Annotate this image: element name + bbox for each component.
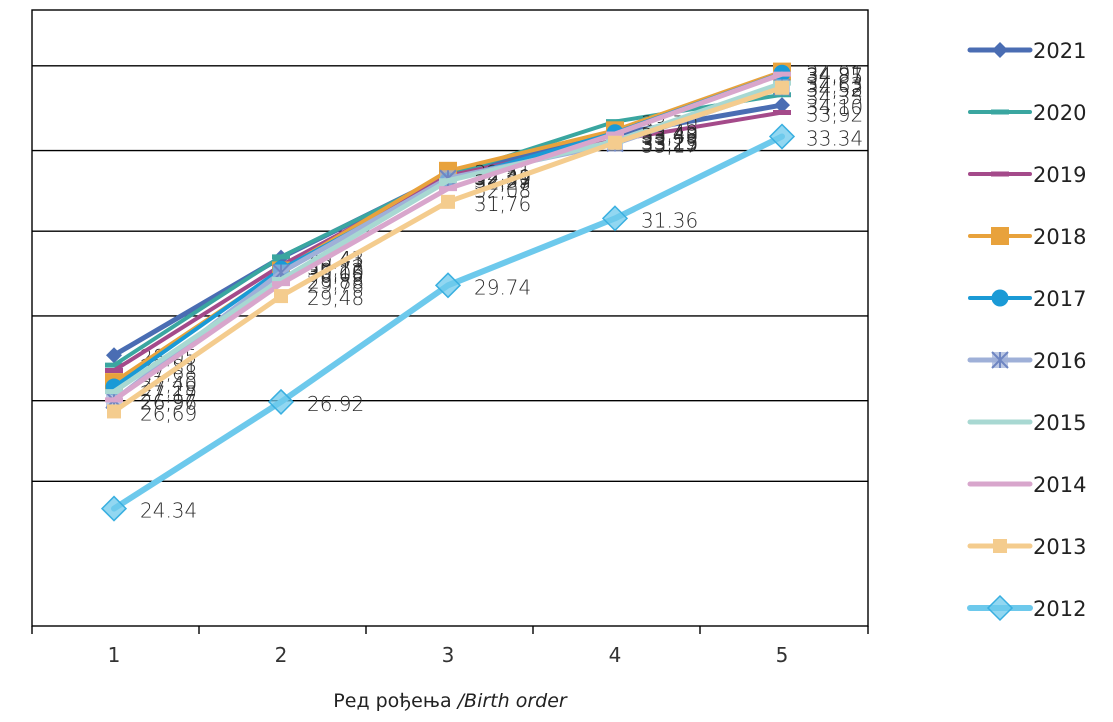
point-2021-5 [774,97,790,114]
data-label-2016-5: 34,53 [806,77,863,101]
data-label-2014-5: 34,85 [806,64,863,88]
data-label-2014-1: 26,97 [140,390,197,414]
data-label-2013-1: 26,69 [140,401,197,425]
data-label-2019-5: 33,92 [806,103,863,127]
legend-label-2017: 2017 [1033,287,1086,311]
data-label-2012-2: 26.92 [307,392,364,416]
point-2012-2 [267,388,295,415]
x-tick-label-4: 4 [609,643,622,667]
x-tick-label-1: 1 [108,643,121,667]
x-tick-label-3: 3 [442,643,455,667]
legend-label-2016: 2016 [1033,349,1086,373]
point-2013-3 [441,194,455,209]
x-axis-title: Ред рођења /Birth order [0,690,900,712]
data-label-2012-4: 31.36 [641,208,698,232]
legend-label-2021: 2021 [1033,39,1086,63]
data-label-2019-4: 33,25 [641,130,698,154]
x-axis-title-main: Ред рођења [333,690,452,712]
legend-marker-2018 [991,227,1009,245]
point-2012-1 [100,495,128,522]
data-label-2015-4: 33,23 [641,131,698,155]
x-axis-title-italic: /Birth order [457,690,567,712]
legend-label-2013: 2013 [1033,535,1086,559]
data-label-2013-4: 33,19 [641,133,698,157]
point-2013-4 [608,135,622,150]
legend-label-2012: 2012 [1033,597,1086,621]
point-2013-5 [775,80,789,95]
x-tick-label-2: 2 [275,643,288,667]
legend-marker-2021 [992,42,1008,58]
point-2012-4 [601,205,629,232]
point-2013-1 [107,404,121,419]
legend-label-2015: 2015 [1033,411,1086,435]
legend-label-2019: 2019 [1033,163,1086,187]
x-tick-label-5: 5 [776,643,789,667]
data-label-2012-1: 24.34 [140,499,197,523]
legend-marker-2017 [991,289,1009,307]
data-label-2015-5: 34,63 [806,73,863,97]
data-label-2013-3: 31,76 [474,192,531,216]
legend-label-2020: 2020 [1033,101,1086,125]
legend-label-2018: 2018 [1033,225,1086,249]
plot-frame [31,9,869,627]
point-2012-5 [768,123,796,150]
data-label-2016-4: 33,17 [641,134,698,158]
legend-label-2014: 2014 [1033,473,1086,497]
data-label-2013-5: 34,52 [806,78,863,102]
point-2021-1 [106,347,122,364]
data-label-2012-5: 33.34 [806,127,863,151]
data-label-2012-3: 29.74 [474,275,531,299]
point-2013-2 [274,289,288,304]
data-label-2020-5: 34,35 [806,85,863,109]
point-2012-3 [434,272,462,299]
data-label-2017-5: 34,87 [806,63,863,87]
legend-marker-2013 [993,539,1007,553]
data-label-2021-5: 34,10 [806,95,863,119]
data-label-2013-2: 29,48 [307,286,364,310]
data-label-2018-5: 34,91 [806,62,863,86]
legend-marker-2012 [986,594,1014,622]
data-label-2014-4: 33,40 [641,124,698,148]
data-label-2016-1: 26,96 [140,390,197,414]
